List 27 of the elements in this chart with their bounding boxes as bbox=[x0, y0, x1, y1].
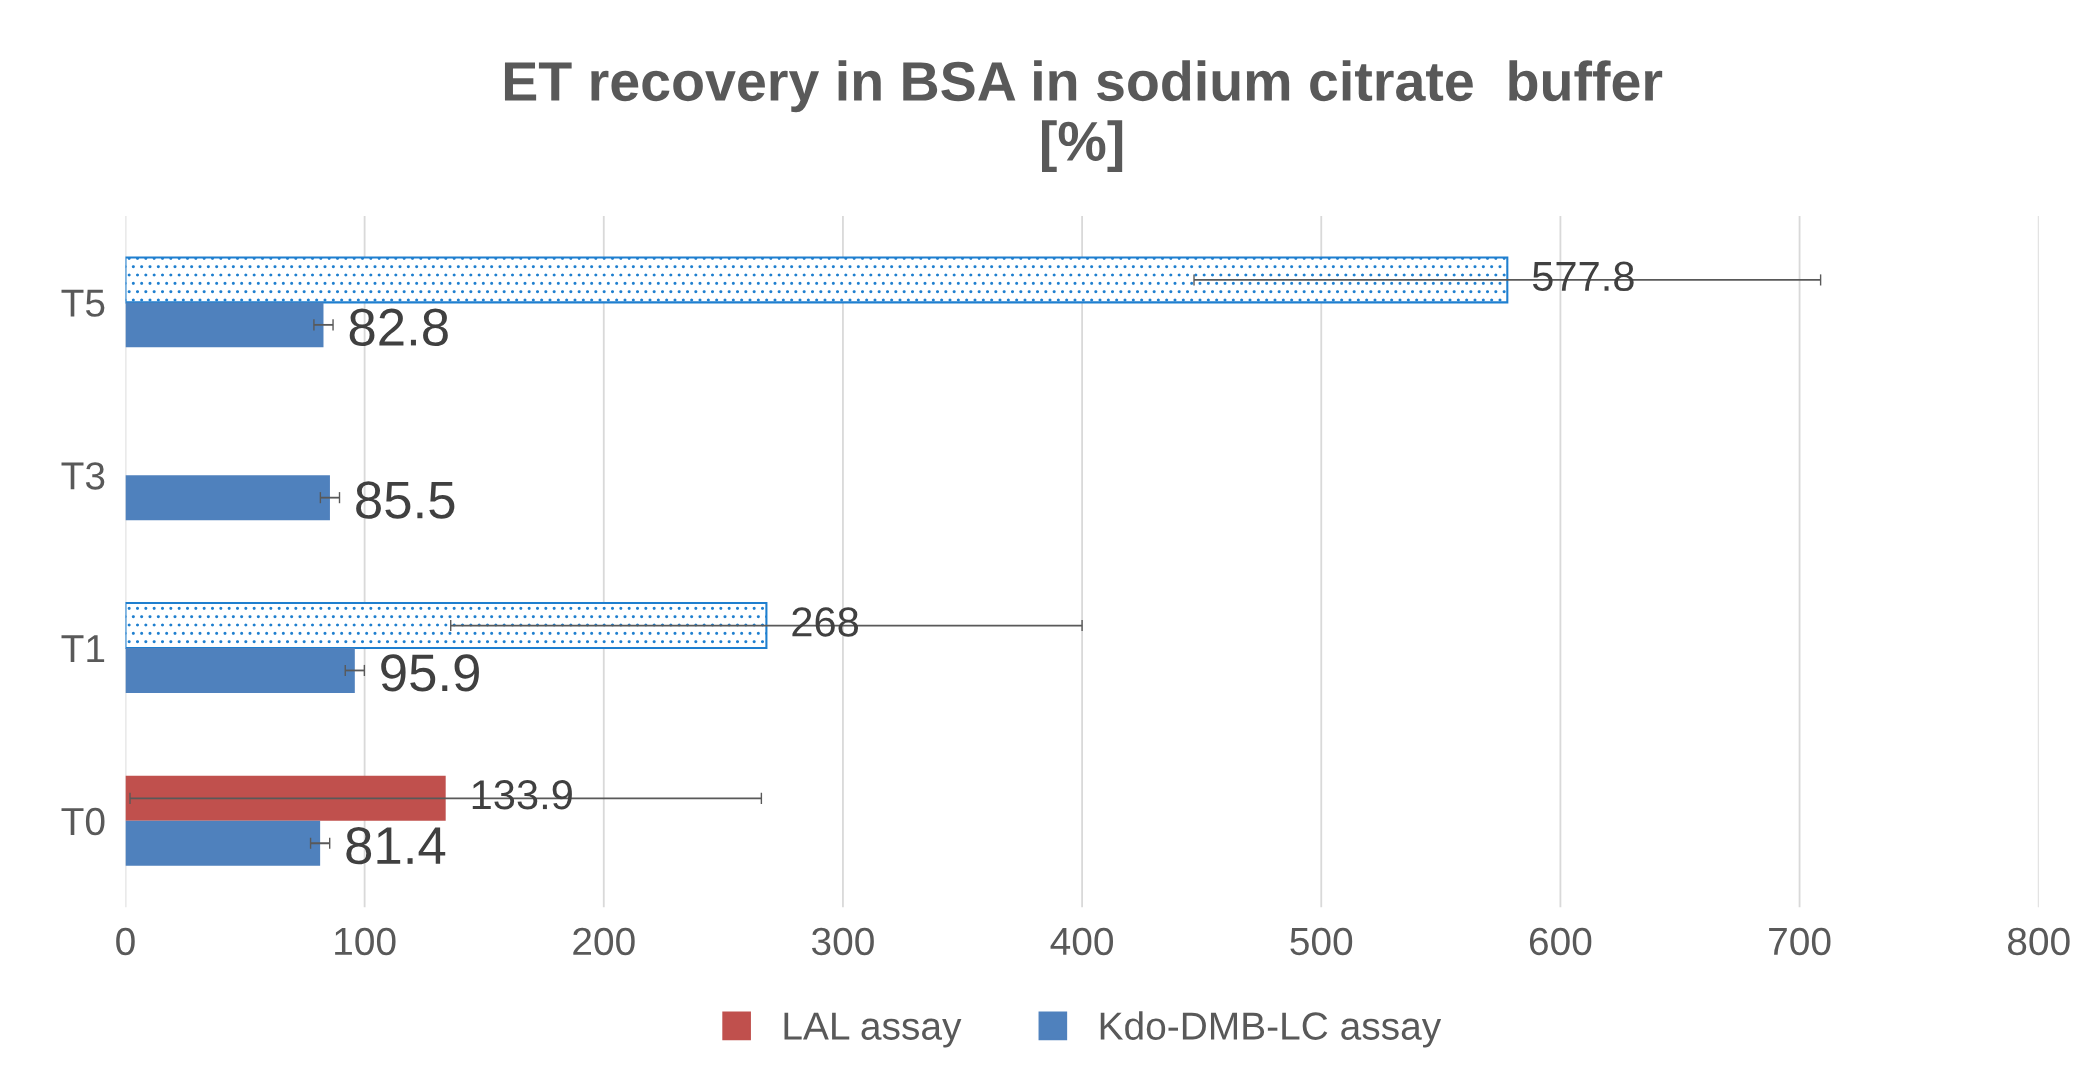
data-label: 85.5 bbox=[356, 481, 455, 519]
x-tick-label: 100 bbox=[335, 927, 396, 956]
data-label: 81.4 bbox=[346, 826, 446, 865]
bar bbox=[125, 775, 446, 821]
data-label: 82.8 bbox=[349, 308, 448, 346]
bar bbox=[125, 820, 321, 866]
x-tick-label: 800 bbox=[2007, 927, 2070, 956]
y-tick-label: T1 bbox=[61, 635, 105, 663]
x-tick-label: 300 bbox=[811, 927, 874, 956]
y-tick-label: T5 bbox=[61, 289, 105, 317]
x-tick-label: 400 bbox=[1050, 927, 1114, 956]
y-tick-label: T0 bbox=[61, 807, 105, 836]
x-tick-label: 0 bbox=[116, 927, 135, 956]
x-tick-label: 600 bbox=[1529, 927, 1592, 956]
y-tick-label: T3 bbox=[61, 462, 105, 490]
bar bbox=[125, 256, 1509, 304]
legend-label: Kdo-DMB-LC assay bbox=[1100, 1011, 1442, 1048]
x-tick-label: 700 bbox=[1769, 927, 1831, 956]
bar bbox=[125, 302, 324, 348]
legend-label: LAL assay bbox=[784, 1012, 962, 1048]
chart-title: ET recovery in BSA in sodium citrate buffer [%] bbox=[504, 60, 1663, 172]
x-tick-label: 200 bbox=[573, 927, 635, 956]
bar bbox=[125, 475, 330, 521]
data-label: 95.9 bbox=[381, 654, 479, 692]
bar bbox=[125, 602, 768, 650]
bar bbox=[125, 648, 355, 693]
x-tick-label: 500 bbox=[1290, 927, 1353, 956]
